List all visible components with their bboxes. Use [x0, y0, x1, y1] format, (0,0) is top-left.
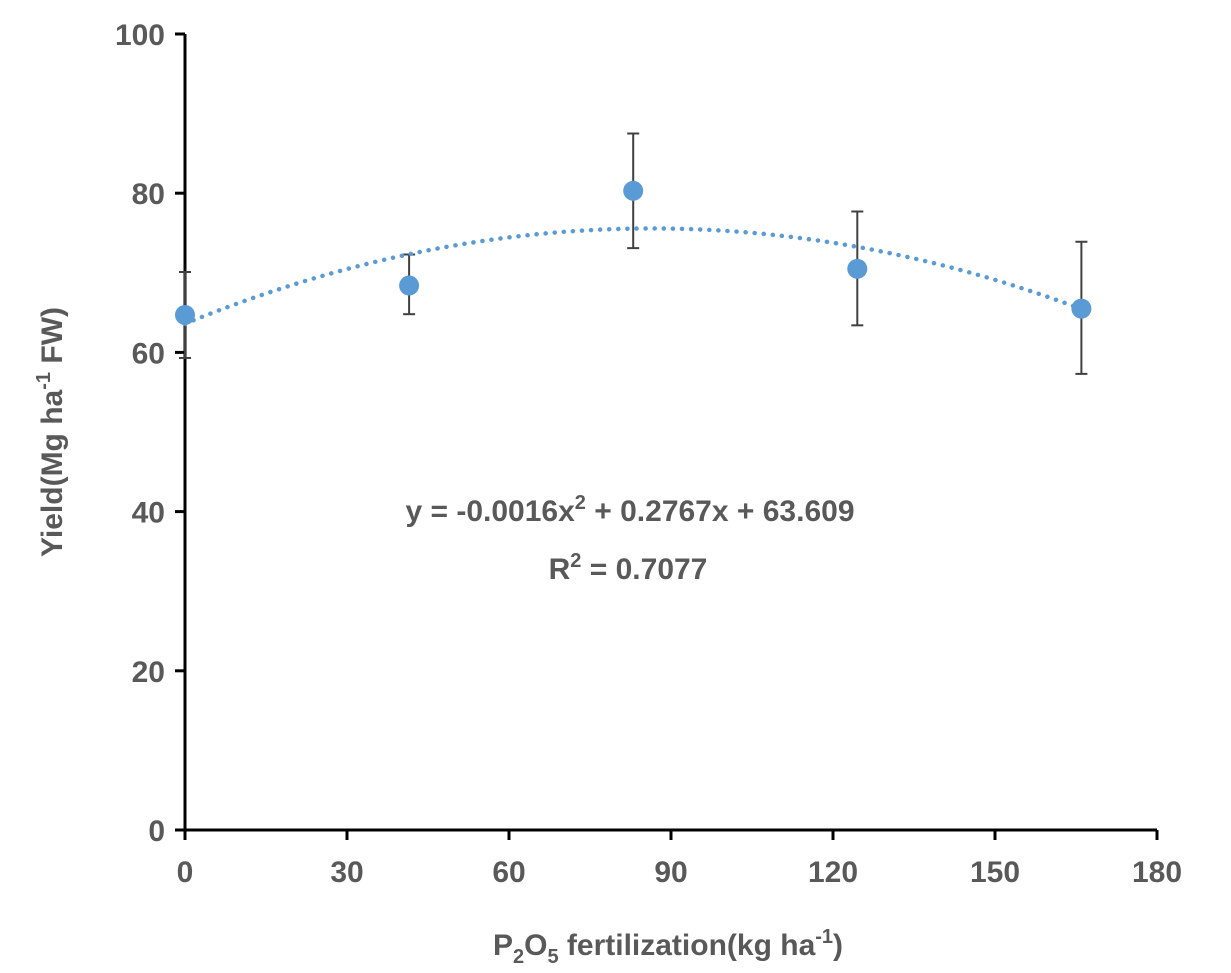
r-squared-text: R2 = 0.7077	[549, 550, 708, 586]
x-tick-label: 30	[330, 856, 363, 889]
data-points	[175, 180, 1092, 325]
x-ticks: 0 30 60 90 120 150 180	[177, 830, 1182, 889]
y-axis-title: Yield(Mg ha-1 FW)	[33, 307, 69, 557]
y-tick-label: 80	[132, 178, 165, 211]
data-point	[847, 258, 868, 279]
trendline	[182, 226, 1084, 326]
y-ticks: 0 20 40 60 80 100	[115, 19, 185, 848]
equation-text: y = -0.0016x2 + 0.2767x + 63.609	[405, 492, 854, 528]
data-point	[399, 275, 420, 296]
x-tick-label: 120	[808, 856, 858, 889]
y-tick-label: 0	[148, 815, 165, 848]
data-point	[1071, 298, 1092, 319]
error-bars	[179, 132, 1088, 375]
x-tick-label: 150	[970, 856, 1020, 889]
y-tick-label: 100	[115, 19, 165, 52]
y-tick-label: 40	[132, 497, 165, 530]
axes	[183, 34, 1157, 832]
x-tick-label: 60	[492, 856, 525, 889]
y-tick-label: 20	[132, 656, 165, 689]
x-axis-title: P2O5 fertilization(kg ha-1)	[493, 926, 843, 968]
x-tick-label: 90	[654, 856, 687, 889]
x-tick-label: 0	[177, 856, 194, 889]
x-tick-label: 180	[1132, 856, 1182, 889]
data-point	[175, 304, 195, 325]
data-point	[623, 180, 644, 201]
y-tick-label: 60	[132, 337, 165, 370]
